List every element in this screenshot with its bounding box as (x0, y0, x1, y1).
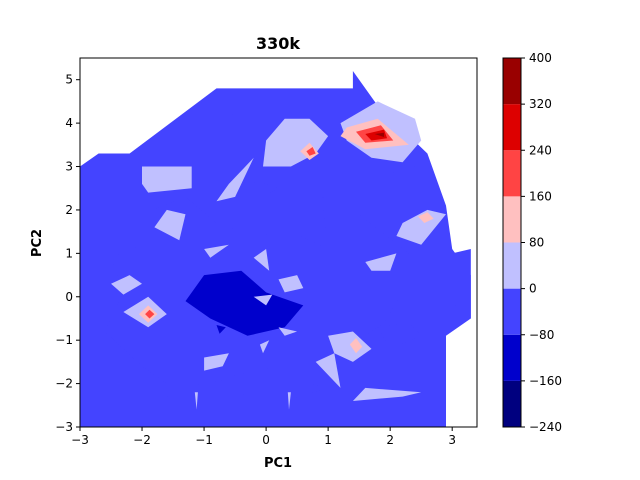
colorbar: −240 −160 −80 0 80 160 240 320 400 (502, 51, 562, 434)
x-tick-label: 3 (448, 433, 456, 447)
contour-region-1 (166, 379, 329, 401)
contour-region-29 (194, 392, 198, 410)
contour-region-40 (374, 132, 384, 137)
x-tick-label: −3 (71, 433, 89, 447)
colorbar-band (503, 242, 521, 289)
contour-region-5 (232, 114, 245, 124)
colorbar-tick-label: 80 (529, 236, 544, 250)
y-axis: −3 −2 −1 0 1 2 3 4 5 (55, 73, 80, 434)
x-tick-label: −1 (195, 433, 213, 447)
contour-region-23 (278, 327, 298, 336)
colorbar-band (503, 150, 521, 197)
y-tick-label: −2 (55, 377, 73, 391)
y-tick-label: 0 (65, 290, 73, 304)
x-tick-label: −2 (133, 433, 151, 447)
y-tick-label: 2 (65, 203, 73, 217)
contour-region-7 (185, 270, 304, 336)
plot-area (79, 57, 478, 428)
contour-region-20 (278, 275, 304, 293)
contour-region-33 (418, 212, 434, 223)
colorbar-tick-label: 320 (529, 97, 552, 111)
contour-region-21 (253, 294, 273, 306)
colorbar-tick-label: −160 (529, 374, 562, 388)
y-axis-label: PC2 (30, 229, 45, 257)
contour-region-17 (365, 253, 397, 271)
contour-region-38 (145, 309, 155, 319)
contour-region-28 (352, 387, 422, 401)
x-axis: −3 −2 −1 0 1 2 3 (71, 427, 456, 447)
contour-region-15 (253, 249, 270, 271)
contour-region-35 (349, 338, 363, 354)
contour-region-30 (287, 392, 291, 410)
contour-region-14 (204, 244, 229, 258)
colorbar-tick-label: 400 (529, 51, 552, 65)
y-tick-label: 4 (65, 116, 73, 130)
x-axis-label: PC1 (264, 456, 292, 471)
plot-frame (79, 57, 478, 428)
contour-region-24 (328, 331, 372, 362)
x-tick-label: 1 (324, 433, 332, 447)
contour-region-9 (142, 166, 192, 193)
contour-region-27 (259, 340, 270, 354)
contour-region-10 (216, 157, 254, 202)
contour-region-8 (216, 325, 226, 334)
colorbar-band (503, 196, 521, 243)
y-tick-label: 1 (65, 246, 73, 260)
contour-region-3 (384, 162, 415, 176)
y-tick-label: −3 (55, 420, 73, 434)
contour-region-19 (111, 275, 142, 295)
y-tick-label: −1 (55, 333, 73, 347)
colorbar-band (503, 58, 521, 105)
x-tick-label: 2 (386, 433, 394, 447)
colorbar-tick-label: 240 (529, 143, 552, 157)
colorbar-band (503, 104, 521, 151)
contour-region-16 (396, 209, 446, 245)
contour-region-6 (377, 322, 422, 349)
contour-region-39 (365, 129, 388, 141)
colorbar-tick-label: 0 (529, 282, 537, 296)
chart-title: 330k (256, 34, 300, 53)
contour-region-37 (306, 147, 316, 156)
contour-region-13 (154, 209, 186, 241)
colorbar-tick-label: 160 (529, 189, 552, 203)
contour-region-2 (297, 162, 322, 171)
x-tick-label: 0 (262, 433, 270, 447)
colorbar-tick-label: −80 (529, 328, 554, 342)
contour-region-18 (452, 249, 471, 319)
y-tick-label: 5 (65, 73, 73, 87)
y-tick-label: 3 (65, 160, 73, 174)
contour-region-25 (315, 353, 341, 388)
contour-region-26 (204, 353, 229, 371)
colorbar-tick-label: −240 (529, 420, 562, 434)
colorbar-band (503, 334, 521, 381)
colorbar-band (503, 380, 521, 427)
colorbar-band (503, 288, 521, 335)
contour-region-4 (253, 179, 279, 195)
